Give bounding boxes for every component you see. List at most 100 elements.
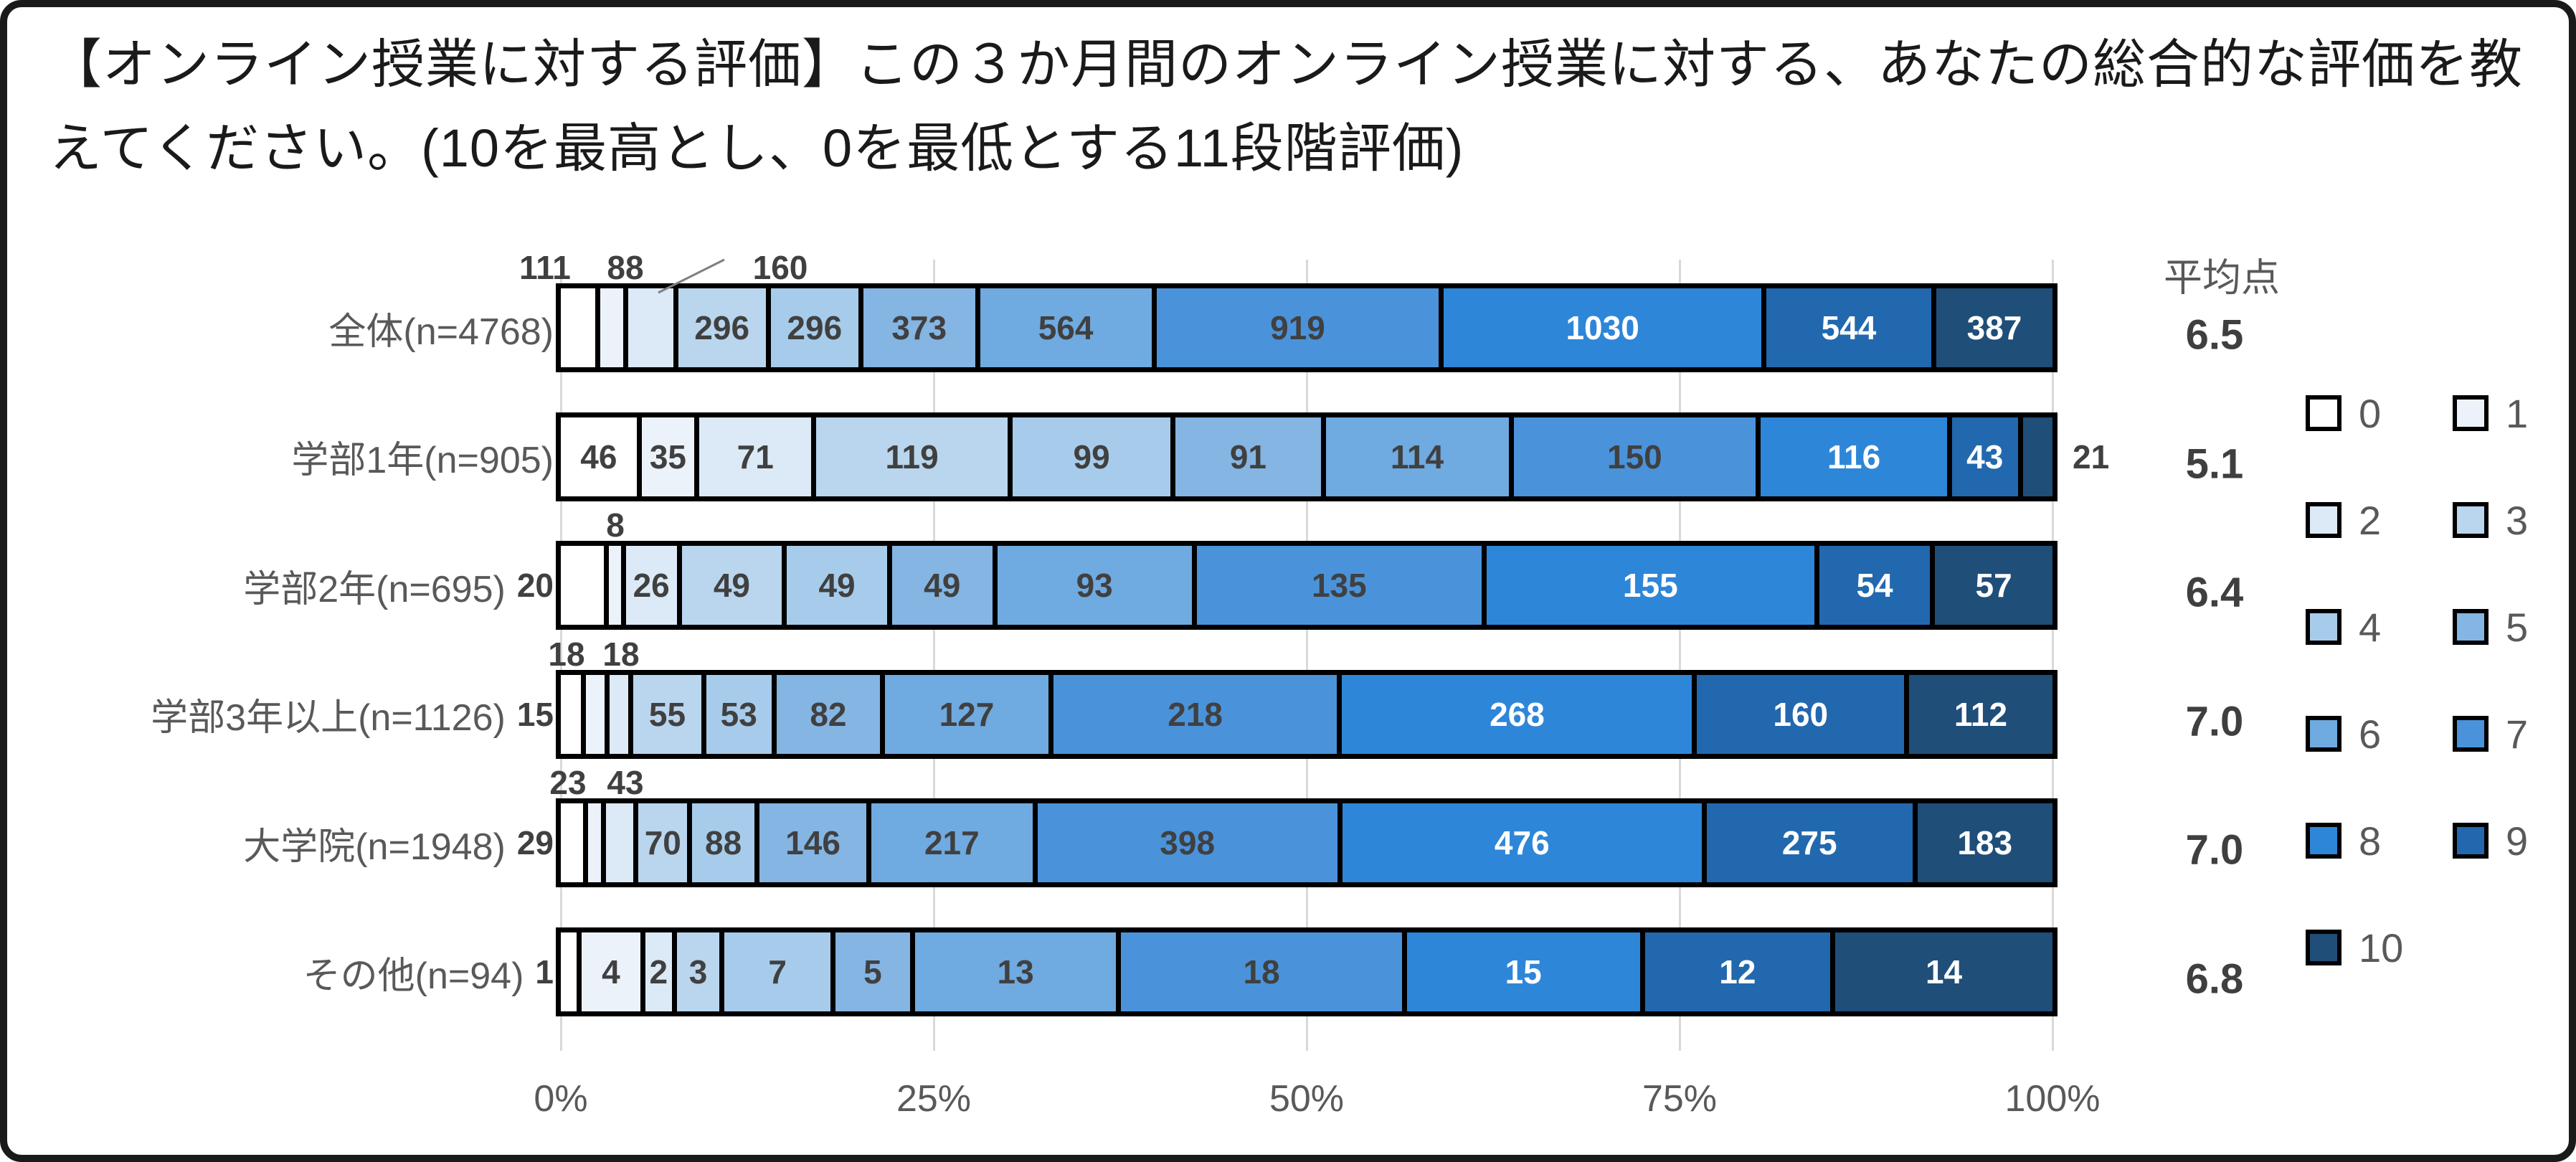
value-label: 296: [787, 309, 843, 346]
value-label: 146: [785, 824, 840, 862]
value-label: 57: [1975, 567, 2012, 605]
legend-swatch: [2453, 502, 2489, 538]
bar-segment: 217: [866, 803, 1033, 883]
value-label: 268: [1490, 695, 1545, 733]
value-label-above: 18: [548, 635, 585, 673]
value-label: 93: [1076, 567, 1113, 605]
bar-segment: 15: [1401, 932, 1640, 1011]
legend-item: 6: [2306, 711, 2381, 757]
value-label: 4: [602, 953, 620, 991]
legend-item: 8: [2306, 818, 2381, 864]
bar-segment: 564: [975, 288, 1152, 367]
bar-segment: 476: [1337, 803, 1702, 883]
gridline: [559, 260, 562, 1051]
bar-segment: [600, 803, 634, 883]
average-value: 7.0: [2185, 698, 2244, 745]
value-label-above: 23: [549, 764, 587, 802]
category-row: 全体(n=4768): [7, 298, 554, 358]
bar-segment: 296: [673, 288, 766, 367]
legend-swatch: [2453, 716, 2489, 752]
gridline: [2051, 260, 2054, 1051]
category-label: 学部1年(n=905): [291, 440, 554, 482]
value-label: 127: [939, 695, 995, 733]
bar-segment: 4: [577, 932, 640, 1011]
x-axis-label: 50%: [1269, 1078, 1345, 1120]
category-label: 全体(n=4768): [328, 311, 554, 353]
chart-title: 【オンライン授業に対する評価】この３か月間のオンライン授業に対する、あなたの総合…: [49, 34, 2523, 178]
value-label: 150: [1607, 438, 1662, 476]
bar-segment: 268: [1337, 674, 1692, 754]
value-label-above: 88: [607, 249, 644, 286]
value-label: 218: [1168, 695, 1223, 733]
gridline: [932, 260, 935, 1051]
bar-segment: 46: [561, 417, 637, 496]
bar-segment: 99: [1007, 417, 1171, 496]
bar-segment: 919: [1151, 288, 1439, 367]
category-row: 学部1年(n=905): [7, 427, 554, 487]
bar-segment: 35: [636, 417, 695, 496]
bar-segment: 127: [880, 674, 1048, 754]
bar-segment: 54: [1814, 546, 1931, 625]
value-label: 919: [1270, 309, 1325, 346]
bar: 70 88 146 217 398 476 275 183: [556, 798, 2058, 888]
average-value: 7.0: [2185, 826, 2244, 874]
legend-item: 7: [2453, 711, 2528, 757]
bar-segment: [582, 803, 601, 883]
bar-segment: 150: [1508, 417, 1756, 496]
bar-segment: [561, 546, 604, 625]
bar-segment: 82: [771, 674, 881, 754]
value-label: 53: [720, 695, 757, 733]
legend-item: 1: [2453, 390, 2528, 436]
bar-segment: 373: [858, 288, 975, 367]
bar-segment: [561, 803, 583, 883]
value-label-outside-right: 21: [2073, 438, 2110, 476]
value-label: 82: [810, 695, 847, 733]
value-label: 46: [580, 438, 617, 476]
legend-label: 6: [2359, 711, 2382, 757]
legend-swatch: [2306, 609, 2341, 645]
legend-swatch: [2306, 823, 2341, 859]
average-value: 6.8: [2185, 955, 2244, 1003]
value-label: 2: [649, 953, 668, 991]
legend-swatch: [2453, 609, 2489, 645]
legend-label: 1: [2506, 390, 2529, 436]
value-label: 217: [924, 824, 980, 862]
bar-segment: 119: [811, 417, 1008, 496]
value-label: 49: [713, 567, 750, 605]
value-label: 12: [1719, 953, 1756, 991]
legend-swatch: [2453, 823, 2489, 859]
category-label: その他(n=94): [303, 955, 524, 997]
bar: 55 53 82 127 218 268 160 112: [556, 669, 2058, 759]
legend-item: 3: [2453, 497, 2528, 543]
legend-label: 0: [2359, 390, 2382, 436]
bar: 4 2 3 7 5 13 18 15 12 14: [556, 927, 2058, 1016]
legend-item: 2: [2306, 497, 2381, 543]
value-label: 26: [633, 567, 670, 605]
value-label: 99: [1073, 438, 1110, 476]
bar-segment: 18: [1116, 932, 1402, 1011]
bar-segment: 398: [1032, 803, 1337, 883]
legend-label: 7: [2506, 711, 2529, 757]
bar-segment: 218: [1048, 674, 1337, 754]
value-label-above: 43: [607, 764, 644, 802]
bar-segment: 13: [909, 932, 1117, 1011]
value-label: 373: [891, 309, 947, 346]
gridline: [1305, 260, 1308, 1051]
bar: 46 35 71 119 99 91 114 150 116 43: [556, 412, 2058, 501]
bar-segment: 43: [1946, 417, 2018, 496]
bar-segment: 91: [1170, 417, 1321, 496]
value-label-outside-left: 15: [516, 695, 554, 733]
value-label: 43: [1966, 438, 2004, 476]
legend-item: 9: [2453, 818, 2528, 864]
value-label-above: 8: [606, 506, 625, 544]
bar-segment: 26: [620, 546, 677, 625]
bar-segment: 12: [1639, 932, 1831, 1011]
value-label: 7: [768, 953, 787, 991]
bar-segment: 49: [676, 546, 782, 625]
bar-segment: 2: [640, 932, 672, 1011]
bar-segment: 135: [1191, 546, 1482, 625]
value-label: 70: [644, 824, 681, 862]
bar-segment: [561, 674, 581, 754]
bar-segment: 49: [886, 546, 993, 625]
value-label: 119: [885, 438, 939, 476]
